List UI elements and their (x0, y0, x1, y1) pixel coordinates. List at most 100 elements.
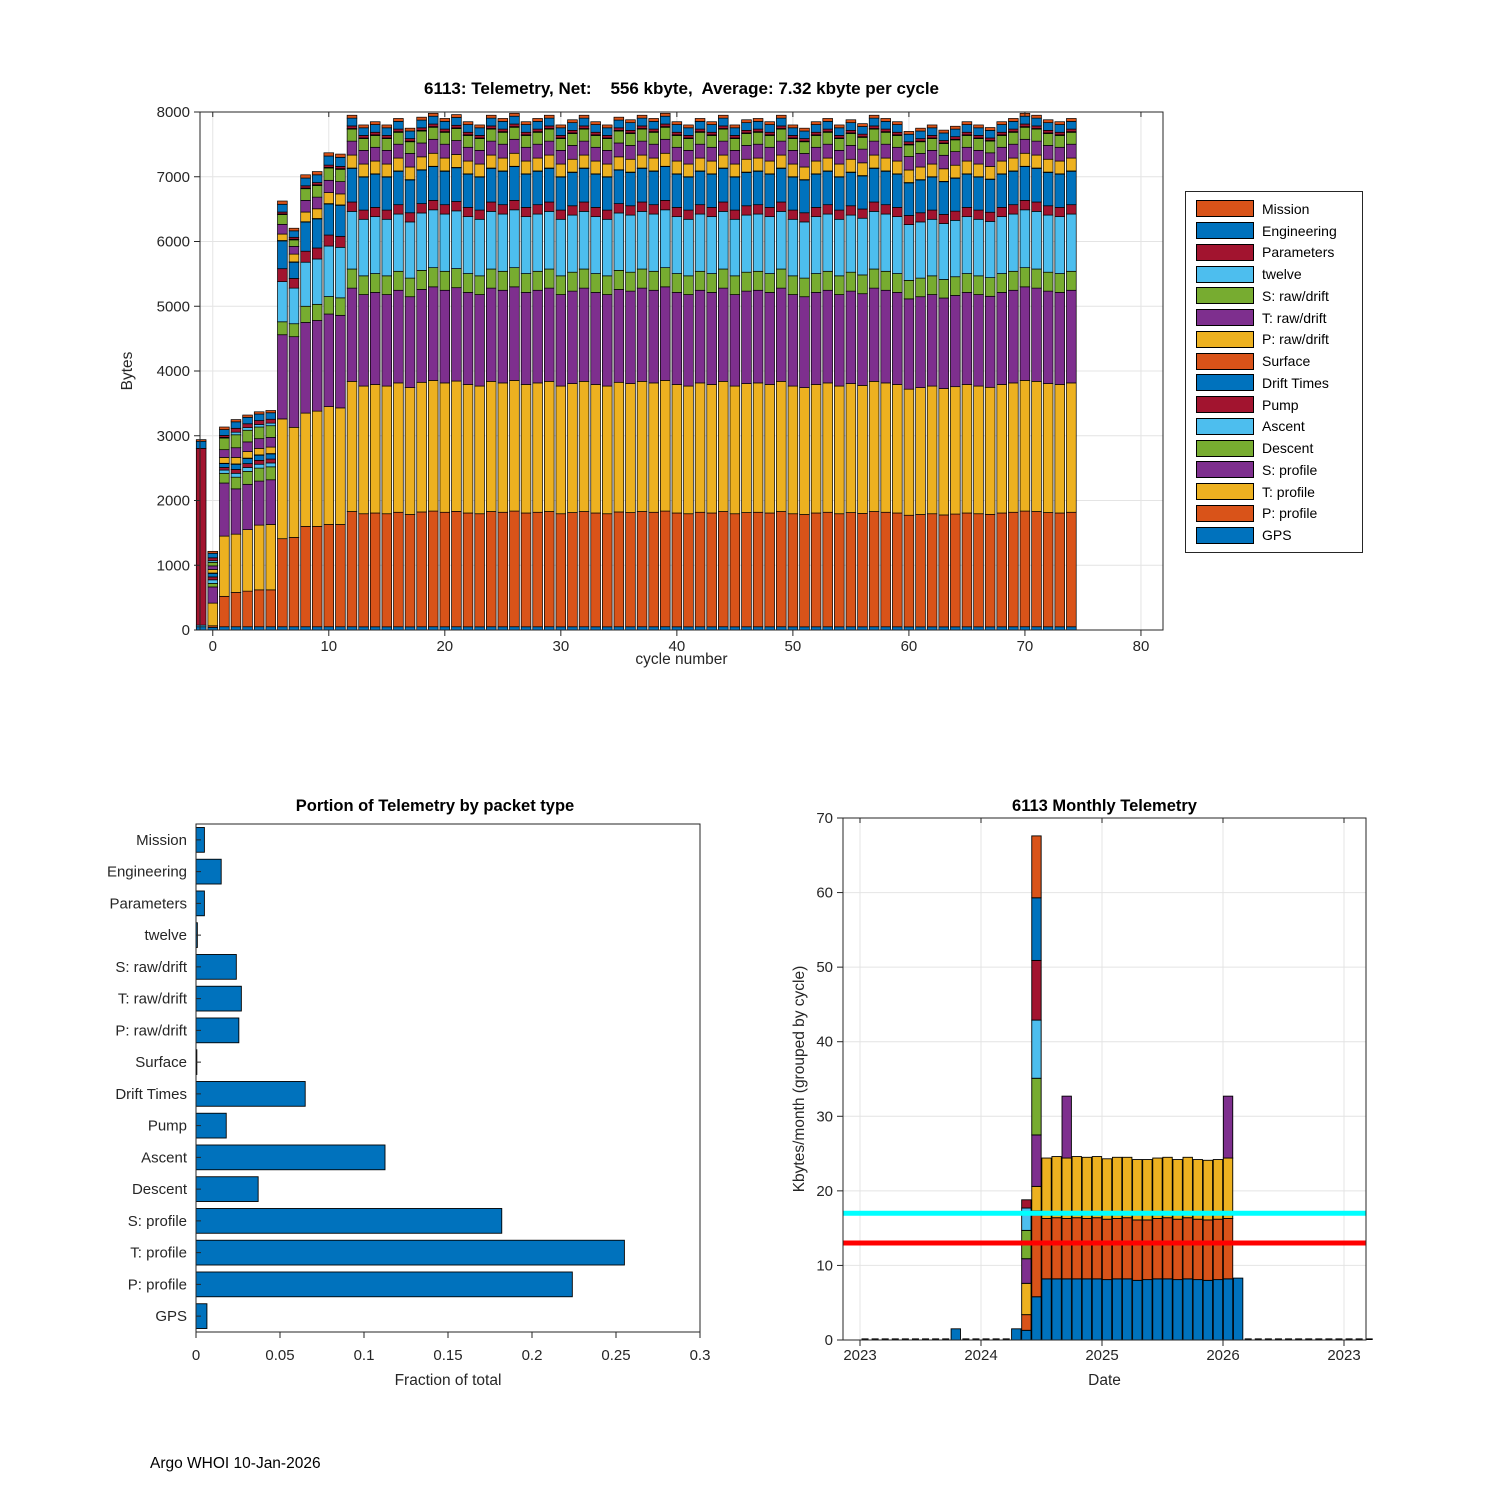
monthly-bar-segment (1031, 959, 1042, 1021)
cycle-bar-segment (277, 418, 288, 540)
category-label: T: profile (130, 1245, 187, 1262)
cycle-bar-segment (834, 209, 845, 220)
cycle-bar-segment (532, 121, 543, 130)
cycle-bar-segment (822, 204, 833, 215)
cycle-bar-segment (265, 453, 276, 460)
cycle-bar-segment (671, 273, 683, 293)
x-tick-label: 20 (436, 638, 453, 655)
cycle-bar-segment (857, 293, 868, 386)
footer-credit: Argo WHOI 10-Jan-2026 (150, 1455, 321, 1472)
cycle-bar-segment (532, 204, 543, 215)
legend-box: Mission Engineering Parameters twelve S: raw… (1185, 191, 1363, 553)
x-tick-label: 0.25 (601, 1347, 630, 1364)
cycle-bar-segment (300, 261, 311, 307)
cycle-bar-segment (311, 410, 323, 527)
cycle-bar-segment (462, 512, 474, 628)
cycle-bar-segment (358, 218, 369, 277)
cycle-bar-segment (451, 117, 462, 126)
cycle-bar-segment (741, 158, 752, 173)
cycle-bar-segment (857, 162, 868, 176)
cycle-bar-segment (903, 215, 915, 225)
x-tick-label: 30 (552, 638, 569, 655)
cycle-bar-segment (961, 146, 973, 162)
cycle-bar-segment (485, 154, 497, 169)
cycle-bar-segment (787, 218, 799, 277)
fraction-bar (195, 1176, 259, 1202)
cycle-bar-segment (544, 201, 555, 212)
cycle-bar-segment (520, 121, 532, 125)
cycle-bar-segment (764, 146, 775, 162)
cycle-bar-segment (660, 126, 671, 140)
cycle-bar-segment (1066, 382, 1077, 513)
cycle-bar-segment (358, 138, 369, 151)
cycle-bar-segment (1008, 131, 1019, 145)
cycle-bar-segment (1031, 511, 1042, 628)
cycle-bar-segment (474, 385, 485, 515)
cycle-bar-segment (973, 176, 984, 211)
cycle-bar-segment (567, 172, 578, 207)
cycle-bar-segment (671, 384, 683, 514)
cycle-bar-segment (822, 128, 833, 133)
cycle-bar-segment (845, 205, 857, 216)
cycle-bar-segment (950, 219, 961, 278)
cycle-bar-segment (207, 586, 218, 604)
zero-month-dash (992, 1338, 1000, 1340)
zero-month-dash (911, 1338, 919, 1340)
cycle-bar-segment (915, 221, 926, 279)
cycle-bar-segment (1054, 146, 1065, 162)
cycle-bar-segment (253, 454, 265, 461)
cycle-bar-segment (799, 221, 810, 279)
cycle-bar-segment (1042, 119, 1054, 124)
cycle-bar-segment (973, 127, 984, 136)
monthly-bar-segment (1021, 1314, 1032, 1331)
cycle-bar-segment (776, 287, 787, 382)
cycle-bar-segment (404, 221, 416, 279)
cycle-bar-segment (300, 412, 311, 527)
cycle-bar-segment (926, 385, 938, 515)
cycle-bar-segment (1042, 158, 1054, 173)
cycle-bar-segment (915, 127, 926, 132)
legend-swatch (1196, 265, 1254, 283)
cycle-bar-segment (1019, 510, 1031, 628)
cycle-bar-segment (671, 131, 683, 136)
cycle-bar-segment (219, 457, 230, 464)
cycle-bar-segment (567, 205, 578, 216)
cycle-bar-segment (1066, 143, 1077, 159)
cycle-bar-segment (961, 135, 973, 148)
cycle-bar-segment (544, 128, 555, 142)
cycle-bar-segment (1008, 511, 1019, 628)
cycle-bar-segment (393, 128, 404, 133)
cycle-bar-segment (578, 511, 590, 628)
cycle-bar-segment (358, 275, 369, 295)
monthly-bar-segment (1172, 1279, 1183, 1341)
cycle-bar-segment (961, 160, 973, 175)
cycle-bar-segment (868, 154, 880, 169)
cycle-bar-segment (787, 124, 799, 129)
cycle-bar-segment (393, 204, 404, 215)
y-tick-label: 0 (825, 1332, 833, 1349)
cycle-bar-segment (880, 382, 891, 513)
cycle-bar-segment (300, 177, 311, 187)
monthly-bar-segment (1222, 1095, 1234, 1159)
cycle-bar-segment (787, 163, 799, 178)
cycle-bar-segment (613, 203, 625, 214)
cycle-bar-segment (544, 211, 555, 270)
cycle-bar-segment (718, 140, 729, 156)
cycle-bar-segment (926, 176, 938, 211)
cycle-bar-segment (277, 334, 288, 420)
cycle-bar-segment (845, 172, 857, 207)
cycle-bar-segment (509, 267, 520, 288)
cycle-bar-segment (416, 142, 427, 158)
cycle-bar-segment (497, 170, 509, 206)
fraction-bar (195, 1239, 625, 1266)
cycle-bar-segment (857, 513, 868, 628)
cycle-bar-segment (335, 235, 346, 248)
cycle-bar-segment (810, 273, 822, 293)
cycle-bar-segment (242, 463, 253, 468)
cycle-bar-segment (857, 274, 868, 295)
cycle-bar-segment (335, 168, 346, 182)
cycle-bar-segment (973, 209, 984, 220)
cycle-bar-segment (1008, 157, 1019, 172)
cycle-bar-segment (265, 425, 276, 438)
